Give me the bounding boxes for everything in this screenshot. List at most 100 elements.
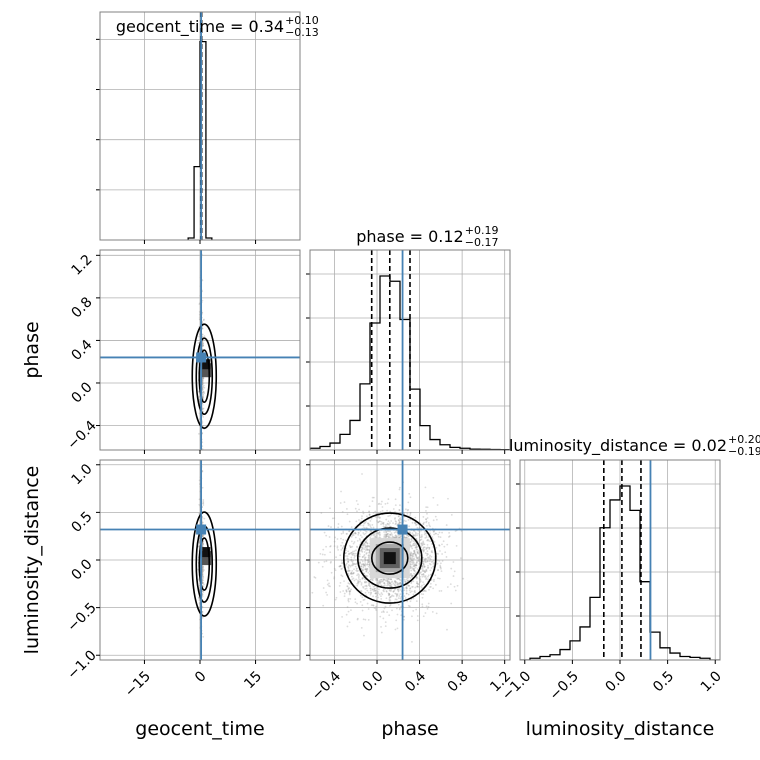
sample-point [404,597,407,599]
sample-point [412,610,415,612]
sample-point [430,549,433,552]
sample-point [415,542,417,545]
sample-point [422,556,425,559]
sample-point [422,550,425,553]
truth-marker [196,352,207,363]
sample-point [412,534,415,537]
sample-point [415,545,418,547]
sample-point [422,523,425,526]
sample-point [201,448,204,450]
sample-point [415,537,418,540]
sample-point [439,564,442,567]
sample-point [422,549,425,552]
sample-point [434,532,437,535]
sample-point [366,569,368,572]
sample-point [398,608,401,611]
sample-point [378,533,380,536]
sample-point [418,560,421,563]
sample-point [201,669,203,671]
sample-point [432,496,435,499]
sample-point [410,575,413,578]
sample-point [430,540,432,543]
sample-point [198,539,201,542]
sample-point [200,455,202,457]
sample-point [345,590,348,593]
sample-point [348,569,351,572]
sample-point [201,565,204,568]
sample-point [202,377,204,379]
sample-point [344,549,347,552]
sample-point [361,473,363,475]
sample-point [416,552,419,555]
sample-point [419,572,422,574]
sample-point [379,579,381,581]
sample-point [371,578,374,581]
sample-point [409,563,412,566]
sample-point [420,538,423,541]
sample-point [440,570,443,573]
sample-point [368,584,371,587]
sample-point [394,517,396,519]
sample-point [370,604,373,607]
sample-point [198,303,201,306]
sample-point [382,521,385,524]
sample-point [323,553,326,556]
sample-point [409,577,412,579]
sample-point [325,591,328,594]
sample-point [349,559,352,561]
sample-point [403,589,406,592]
sample-point [396,588,399,590]
sample-point [319,552,322,555]
sample-point [387,584,390,587]
sample-point [397,577,400,580]
sample-point [425,532,428,535]
sample-point [377,583,380,586]
sample-point [364,521,366,524]
sample-point [360,548,363,551]
sample-point [359,578,361,581]
sample-point [428,562,431,565]
sample-point [365,563,367,566]
sample-point [398,521,401,524]
sample-point [456,584,459,587]
title-geocent-time-minus: −0.13 [285,26,319,39]
sample-point [330,526,332,528]
sample-point [445,556,448,558]
sample-point [433,561,436,564]
sample-point [372,585,375,588]
sample-point [387,498,390,501]
sample-point [389,585,391,587]
sample-point [203,517,206,520]
sample-point [362,563,365,566]
sample-point [323,531,326,534]
sample-point [201,424,204,427]
sample-point [362,524,365,527]
sample-point [389,590,392,592]
sample-point [439,562,442,565]
sample-point [429,585,432,588]
sample-point [202,567,205,570]
sample-point [368,513,371,516]
sample-point [412,533,415,536]
sample-point [389,530,392,533]
sample-point [201,611,204,614]
sample-point [406,534,408,537]
xlabel-geocent-time: geocent_time [135,718,264,740]
sample-point [360,626,363,629]
sample-point [427,602,430,605]
tick-label-y: 1.0 [69,461,96,488]
sample-point [413,569,416,572]
sample-point [389,514,391,517]
sample-point [373,587,376,590]
sample-point [343,501,346,503]
sample-point [388,614,391,617]
sample-point [435,612,438,615]
sample-point [411,554,414,557]
sample-point [342,590,345,592]
sample-point [387,522,389,525]
sample-point [362,569,364,572]
sample-point [422,564,425,566]
sample-point [387,577,390,580]
sample-point [202,319,205,322]
